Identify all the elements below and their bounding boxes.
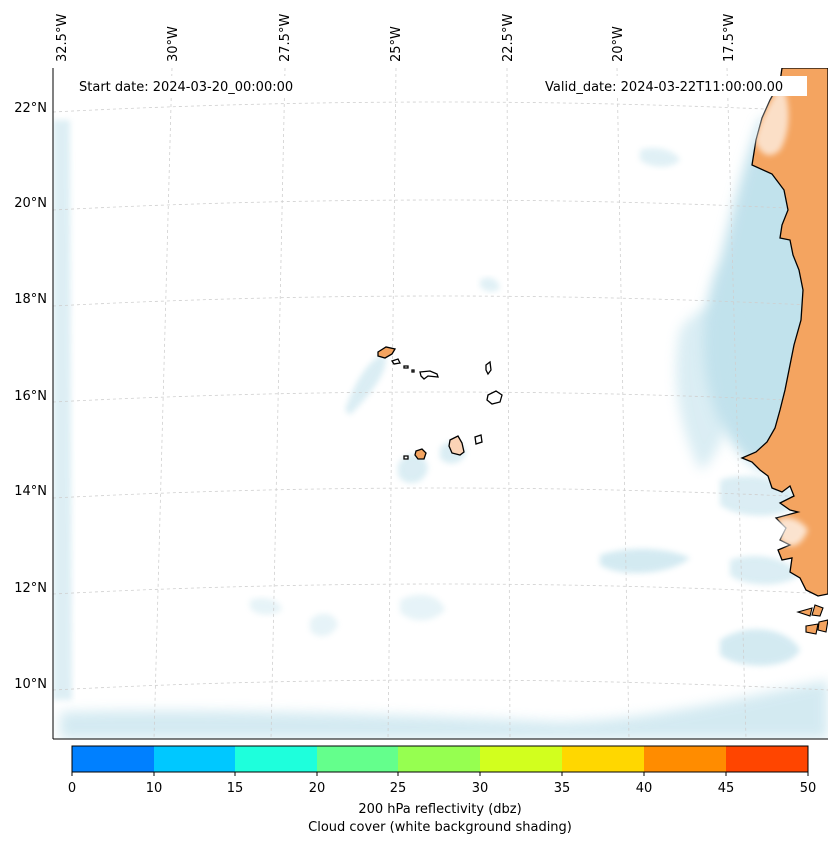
colorbar-tick-label: 50 [800,781,817,796]
colorbar-segment [562,746,644,772]
lat-label: 10°N [14,677,47,692]
grid-lat-22 [53,101,828,113]
lat-label: 22°N [14,101,47,116]
colorbar-segment [235,746,317,772]
colorbar-segment [154,746,235,772]
grid-lon-20 [616,68,630,739]
cape-verde-islands [377,346,503,460]
land-island [817,619,828,633]
island-sao-nicolau [419,370,439,380]
valid-date-box [540,76,807,96]
lon-label: 27.5°W [278,14,293,62]
island-sal [485,360,492,376]
start-date-box [72,76,312,96]
grid-lat-16 [53,391,828,403]
grid-lon-30 [153,68,173,739]
lat-label: 12°N [14,581,47,596]
lat-label: 14°N [14,484,47,499]
island-maio [474,434,483,445]
colorbar-frame [71,745,809,773]
colorbar-tick-label: 15 [227,781,244,796]
lon-label: 25°W [389,26,404,62]
island-fogo [414,448,427,460]
cloud-band-south [60,680,828,739]
cloud-patch [398,454,428,484]
grid-lon-22-5 [506,68,511,739]
island-sao-vicente [390,358,401,365]
island-santiago [448,435,465,456]
colorbar-tick-label: 20 [309,781,326,796]
lat-label: 16°N [14,389,47,404]
grid-lat-14 [53,487,828,499]
colorbar-tick-label: 30 [472,781,489,796]
longitude-labels: 32.5°W 30°W 27.5°W 25°W 22.5°W 20°W 17.5… [55,14,737,62]
island-santo-antao [377,346,397,359]
lon-label: 32.5°W [55,14,70,62]
island-brava [403,455,409,460]
lon-label: 30°W [166,26,181,62]
grid-lat-10 [53,679,828,691]
colorbar-tick-label: 35 [554,781,571,796]
cloud-patch [720,629,800,666]
colorbar-segment [398,746,480,772]
lon-label: 17.5°W [722,14,737,62]
island-boa-vista [486,390,503,405]
colorbar-tick-labels: 0 10 15 20 25 30 35 40 45 50 [68,781,816,796]
lon-label: 20°W [611,26,626,62]
cloud-patch [676,308,740,470]
colorbar-tick-label: 10 [146,781,163,796]
cloud-patch [640,148,680,167]
island-santa-luzia [403,365,409,369]
colorbar-tick-label: 40 [636,781,653,796]
colorbar-segment [72,746,154,772]
start-date-label: Start date: 2024-03-20_00:00:00 [79,80,293,95]
valid-date-label: Valid_date: 2024-03-22T11:00:00.00 [545,80,783,95]
colorbar-label: 200 hPa reflectivity (dbz) [358,802,521,817]
colorbar-tick-label: 25 [390,781,407,796]
colorbar-segment [726,746,808,772]
cloud-patch [480,277,500,292]
grid-lat-20 [53,199,828,211]
graticule [53,68,828,739]
colorbar-tick-label: 0 [68,781,76,796]
colorbar-sublabel: Cloud cover (white background shading) [308,820,572,835]
latitude-labels: 22°N 20°N 18°N 16°N 14°N 12°N 10°N [14,101,47,692]
colorbar-segment [644,746,726,772]
land-island [805,623,819,635]
cloud-cover-land [778,517,808,546]
grid-lon-17-5 [726,68,747,739]
grid-lon-25 [387,68,397,739]
cloud-patch [400,594,445,621]
land-west-africa [740,68,828,597]
lat-label: 20°N [14,196,47,211]
cloud-patch [730,555,800,585]
island-branco [411,369,415,373]
grid-lat-12 [53,583,828,595]
grid-lat-18 [53,295,828,307]
colorbar-segment [317,746,398,772]
lon-label: 22.5°W [501,14,516,62]
cloud-band-west [53,120,72,700]
colorbar-ticks [71,772,809,776]
cloud-cover-land [755,85,789,156]
colorbar-segment [480,746,562,772]
colorbar: 0 10 15 20 25 30 35 40 45 50 200 hPa ref… [68,745,816,835]
land-island [811,604,824,617]
land-island [796,607,813,617]
cloud-patch [600,548,690,574]
grid-lon-27-5 [270,68,286,739]
colorbar-tick-label: 45 [718,781,735,796]
cloud-patch [345,355,386,415]
lat-label: 18°N [14,292,47,307]
cloud-patch [310,613,338,637]
